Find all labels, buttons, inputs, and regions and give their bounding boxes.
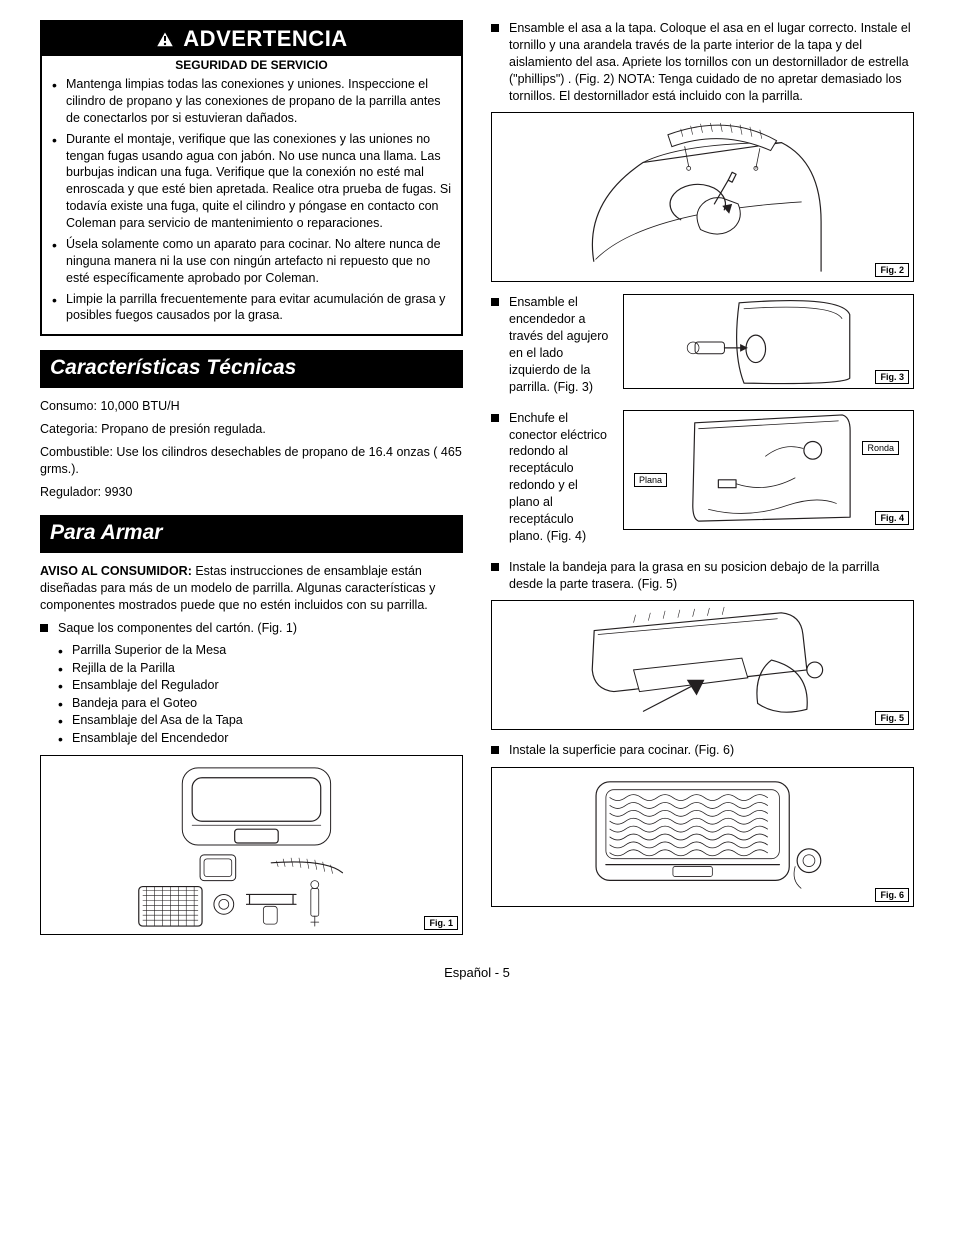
warning-item: Durante el montaje, verifique que las co… (52, 131, 451, 232)
page-footer: Español - 5 (0, 965, 954, 980)
figure-6-illustration (492, 768, 913, 906)
left-column: ADVERTENCIA SEGURIDAD DE SERVICIO Manten… (40, 20, 463, 947)
spec-line: Combustible: Use los cilindros desechabl… (40, 444, 463, 478)
figure-label: Fig. 3 (875, 370, 909, 384)
figure-label: Fig. 5 (875, 711, 909, 725)
callout-plana: Plana (634, 473, 667, 487)
assembly-step: Enchufe el conector eléctrico redondo al… (491, 410, 611, 545)
figure-1-illustration (41, 756, 462, 934)
step-list: Ensamble el asa a la tapa. Coloque el as… (491, 20, 914, 104)
warning-header: ADVERTENCIA (42, 22, 461, 56)
figure-4: Ronda Plana Fig. 4 (623, 410, 914, 530)
warning-box: ADVERTENCIA SEGURIDAD DE SERVICIO Manten… (40, 20, 463, 336)
figure-2-illustration (492, 113, 913, 281)
figure-label: Fig. 4 (875, 511, 909, 525)
figure-label: Fig. 2 (875, 263, 909, 277)
notice-label: AVISO AL CONSUMIDOR: (40, 564, 192, 578)
assembly-step: Instale la superficie para cocinar. (Fig… (491, 742, 914, 759)
assembly-step: Ensamble el encendedor a través del aguj… (491, 294, 611, 395)
assembly-step: Saque los componentes del cartón. (Fig. … (40, 620, 463, 637)
figure-5-illustration (492, 601, 913, 729)
assembly-header: Para Armar (40, 515, 463, 553)
spec-line: Regulador: 9930 (40, 484, 463, 501)
warning-item: Úsela solamente como un aparato para coc… (52, 236, 451, 287)
figure-4-illustration (624, 411, 913, 529)
part-item: Ensamblaje del Regulador (58, 677, 463, 695)
spec-line: Categoria: Propano de presión regulada. (40, 421, 463, 438)
specs-header: Características Técnicas (40, 350, 463, 388)
part-item: Ensamblaje del Asa de la Tapa (58, 712, 463, 730)
figure-2: Fig. 2 (491, 112, 914, 282)
spec-line: Consumo: 10,000 BTU/H (40, 398, 463, 415)
consumer-notice: AVISO AL CONSUMIDOR: Estas instrucciones… (40, 563, 463, 614)
figure-6: Fig. 6 (491, 767, 914, 907)
figure-3: Fig. 3 (623, 294, 914, 389)
figure-label: Fig. 1 (424, 916, 458, 930)
figure-3-illustration (624, 295, 913, 388)
assembly-step: Ensamble el asa a la tapa. Coloque el as… (491, 20, 914, 104)
warning-title: ADVERTENCIA (183, 26, 347, 52)
warning-item: Mantenga limpias todas las conexiones y … (52, 76, 451, 127)
part-item: Ensamblaje del Encendedor (58, 730, 463, 748)
warning-subtitle: SEGURIDAD DE SERVICIO (42, 56, 461, 76)
alert-triangle-icon (155, 30, 175, 48)
figure-label: Fig. 6 (875, 888, 909, 902)
warning-list: Mantenga limpias todas las conexiones y … (42, 76, 461, 334)
figure-5: Fig. 5 (491, 600, 914, 730)
figure-1: Fig. 1 (40, 755, 463, 935)
assembly-steps: Saque los componentes del cartón. (Fig. … (40, 620, 463, 637)
assembly-step: Instale la bandeja para la grasa en su p… (491, 559, 914, 593)
part-item: Bandeja para el Goteo (58, 695, 463, 713)
right-column: Ensamble el asa a la tapa. Coloque el as… (491, 20, 914, 947)
parts-list: Parrilla Superior de la Mesa Rejilla de … (58, 642, 463, 747)
warning-item: Limpie la parrilla frecuentemente para e… (52, 291, 451, 325)
part-item: Parrilla Superior de la Mesa (58, 642, 463, 660)
part-item: Rejilla de la Parilla (58, 660, 463, 678)
callout-ronda: Ronda (862, 441, 899, 455)
